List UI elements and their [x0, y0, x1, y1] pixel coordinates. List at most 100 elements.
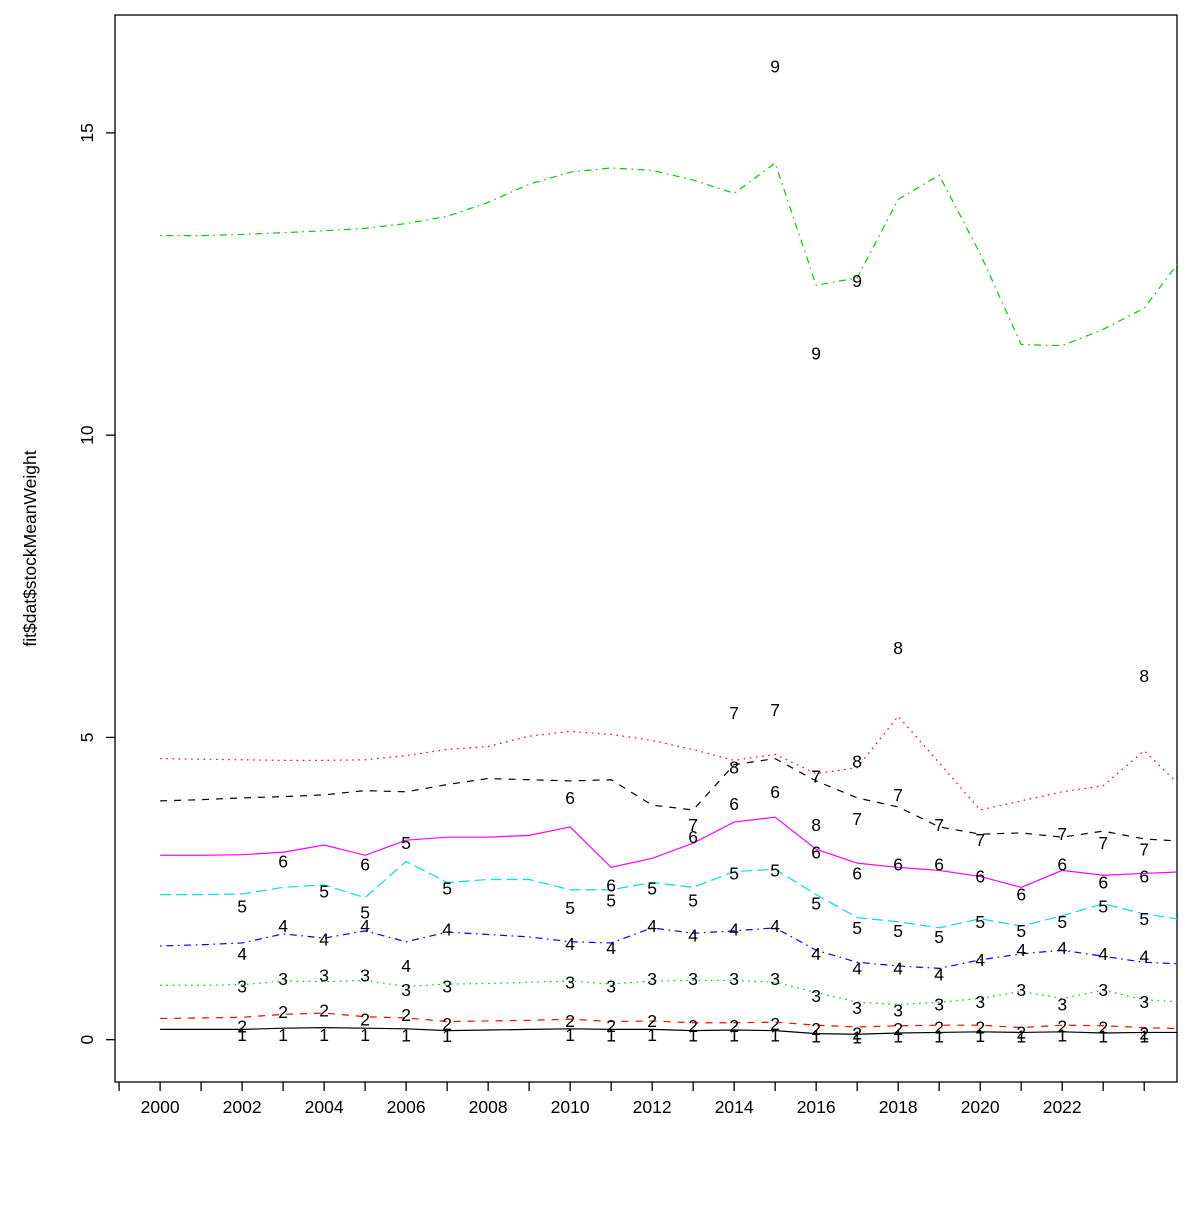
obs-label-age-6: 6 [1057, 854, 1067, 874]
obs-label-age-7: 7 [770, 700, 780, 720]
series-line-age-6 [160, 816, 1177, 888]
obs-label-age-2: 2 [811, 1019, 821, 1039]
obs-label-age-4: 4 [565, 934, 575, 954]
series-line-age-2 [160, 1012, 1177, 1030]
obs-label-age-3: 3 [278, 969, 288, 989]
obs-label-age-4: 4 [606, 938, 616, 958]
y-axis-tick-label: 15 [77, 123, 97, 142]
obs-label-age-2: 2 [934, 1018, 944, 1038]
obs-label-age-3: 3 [237, 976, 247, 996]
x-axis-tick-label: 2012 [633, 1097, 672, 1117]
obs-label-age-5: 5 [688, 891, 698, 911]
obs-label-age-2: 2 [1057, 1016, 1067, 1036]
obs-label-age-7: 7 [934, 815, 944, 835]
obs-label-age-5: 5 [975, 912, 985, 932]
x-axis-tick-label: 2010 [551, 1097, 590, 1117]
obs-label-age-2: 2 [647, 1011, 657, 1031]
obs-label-age-7: 7 [811, 767, 821, 787]
obs-label-age-5: 5 [565, 898, 575, 918]
obs-label-age-6: 6 [565, 788, 575, 808]
obs-label-age-1: 1 [893, 1027, 903, 1047]
obs-label-age-6: 6 [1016, 885, 1026, 905]
obs-label-age-3: 3 [893, 1001, 903, 1021]
obs-label-age-3: 3 [442, 976, 452, 996]
obs-label-age-5: 5 [811, 894, 821, 914]
obs-label-age-3: 3 [647, 969, 657, 989]
obs-label-age-6: 6 [934, 854, 944, 874]
obs-label-age-6: 6 [770, 782, 780, 802]
obs-label-age-5: 5 [1139, 909, 1149, 929]
obs-label-age-5: 5 [401, 833, 411, 853]
obs-label-age-9: 9 [852, 271, 862, 291]
obs-label-age-2: 2 [1139, 1024, 1149, 1044]
obs-label-age-6: 6 [360, 854, 370, 874]
obs-label-age-3: 3 [729, 969, 739, 989]
obs-label-age-2: 2 [1016, 1022, 1026, 1042]
obs-label-age-8: 8 [1139, 666, 1149, 686]
series-line-age-5 [160, 860, 1177, 929]
obs-label-age-5: 5 [442, 879, 452, 899]
obs-label-age-3: 3 [1016, 980, 1026, 1000]
obs-label-age-2: 2 [852, 1024, 862, 1044]
obs-label-age-2: 2 [688, 1016, 698, 1036]
obs-label-age-7: 7 [729, 703, 739, 723]
obs-label-age-6: 6 [688, 827, 698, 847]
obs-label-age-2: 2 [360, 1010, 370, 1030]
obs-label-age-8: 8 [893, 638, 903, 658]
obs-label-age-4: 4 [688, 926, 698, 946]
x-axis-tick-label: 2020 [961, 1097, 1000, 1117]
obs-label-age-5: 5 [934, 927, 944, 947]
y-axis-tick-label: 0 [77, 1035, 97, 1045]
obs-label-age-5: 5 [852, 918, 862, 938]
obs-label-age-1: 1 [729, 1025, 739, 1045]
obs-label-age-5: 5 [606, 891, 616, 911]
obs-label-age-8: 8 [811, 815, 821, 835]
obs-label-age-5: 5 [1098, 897, 1108, 917]
x-axis-tick-label: 2016 [797, 1097, 836, 1117]
obs-label-age-7: 7 [852, 809, 862, 829]
obs-label-age-2: 2 [1098, 1018, 1108, 1038]
obs-label-age-4: 4 [1016, 940, 1026, 960]
y-axis-title: fit$dat$stockMeanWeight [20, 450, 40, 646]
x-axis-tick-label: 2000 [141, 1097, 180, 1117]
x-axis-tick-label: 2008 [469, 1097, 508, 1117]
obs-label-age-1: 1 [1057, 1025, 1067, 1045]
obs-label-age-3: 3 [811, 986, 821, 1006]
obs-label-age-3: 3 [934, 995, 944, 1015]
x-axis-tick-label: 2002 [223, 1097, 262, 1117]
obs-label-age-4: 4 [811, 944, 821, 964]
obs-label-age-6: 6 [852, 863, 862, 883]
obs-label-age-1: 1 [770, 1025, 780, 1045]
series-line-age-4 [160, 927, 1177, 969]
obs-label-age-6: 6 [606, 876, 616, 896]
obs-label-age-6: 6 [729, 794, 739, 814]
obs-label-age-3: 3 [1057, 995, 1067, 1015]
obs-label-age-5: 5 [1016, 921, 1026, 941]
obs-label-age-1: 1 [565, 1025, 575, 1045]
obs-label-age-3: 3 [770, 969, 780, 989]
obs-label-age-5: 5 [729, 863, 739, 883]
obs-label-age-4: 4 [934, 964, 944, 984]
obs-label-age-9: 9 [770, 56, 780, 76]
y-axis-tick-label: 10 [77, 425, 97, 445]
obs-label-age-3: 3 [975, 992, 985, 1012]
obs-label-age-5: 5 [319, 882, 329, 902]
obs-label-age-4: 4 [442, 920, 452, 940]
obs-label-age-1: 1 [811, 1027, 821, 1047]
obs-label-age-1: 1 [237, 1025, 247, 1045]
obs-label-age-2: 2 [442, 1014, 452, 1034]
x-axis-tick-label: 2018 [879, 1097, 918, 1117]
obs-label-age-1: 1 [319, 1025, 329, 1045]
obs-label-age-1: 1 [1139, 1027, 1149, 1047]
obs-label-age-5: 5 [360, 903, 370, 923]
x-axis-tick-label: 2004 [305, 1097, 344, 1117]
obs-label-age-4: 4 [770, 916, 780, 936]
obs-label-age-9: 9 [811, 344, 821, 364]
obs-label-age-5: 5 [647, 879, 657, 899]
obs-label-age-6: 6 [893, 854, 903, 874]
obs-label-age-4: 4 [852, 958, 862, 978]
plot-box [114, 14, 1178, 1083]
obs-label-age-1: 1 [360, 1025, 370, 1045]
obs-label-age-4: 4 [360, 916, 370, 936]
obs-label-age-5: 5 [237, 897, 247, 917]
